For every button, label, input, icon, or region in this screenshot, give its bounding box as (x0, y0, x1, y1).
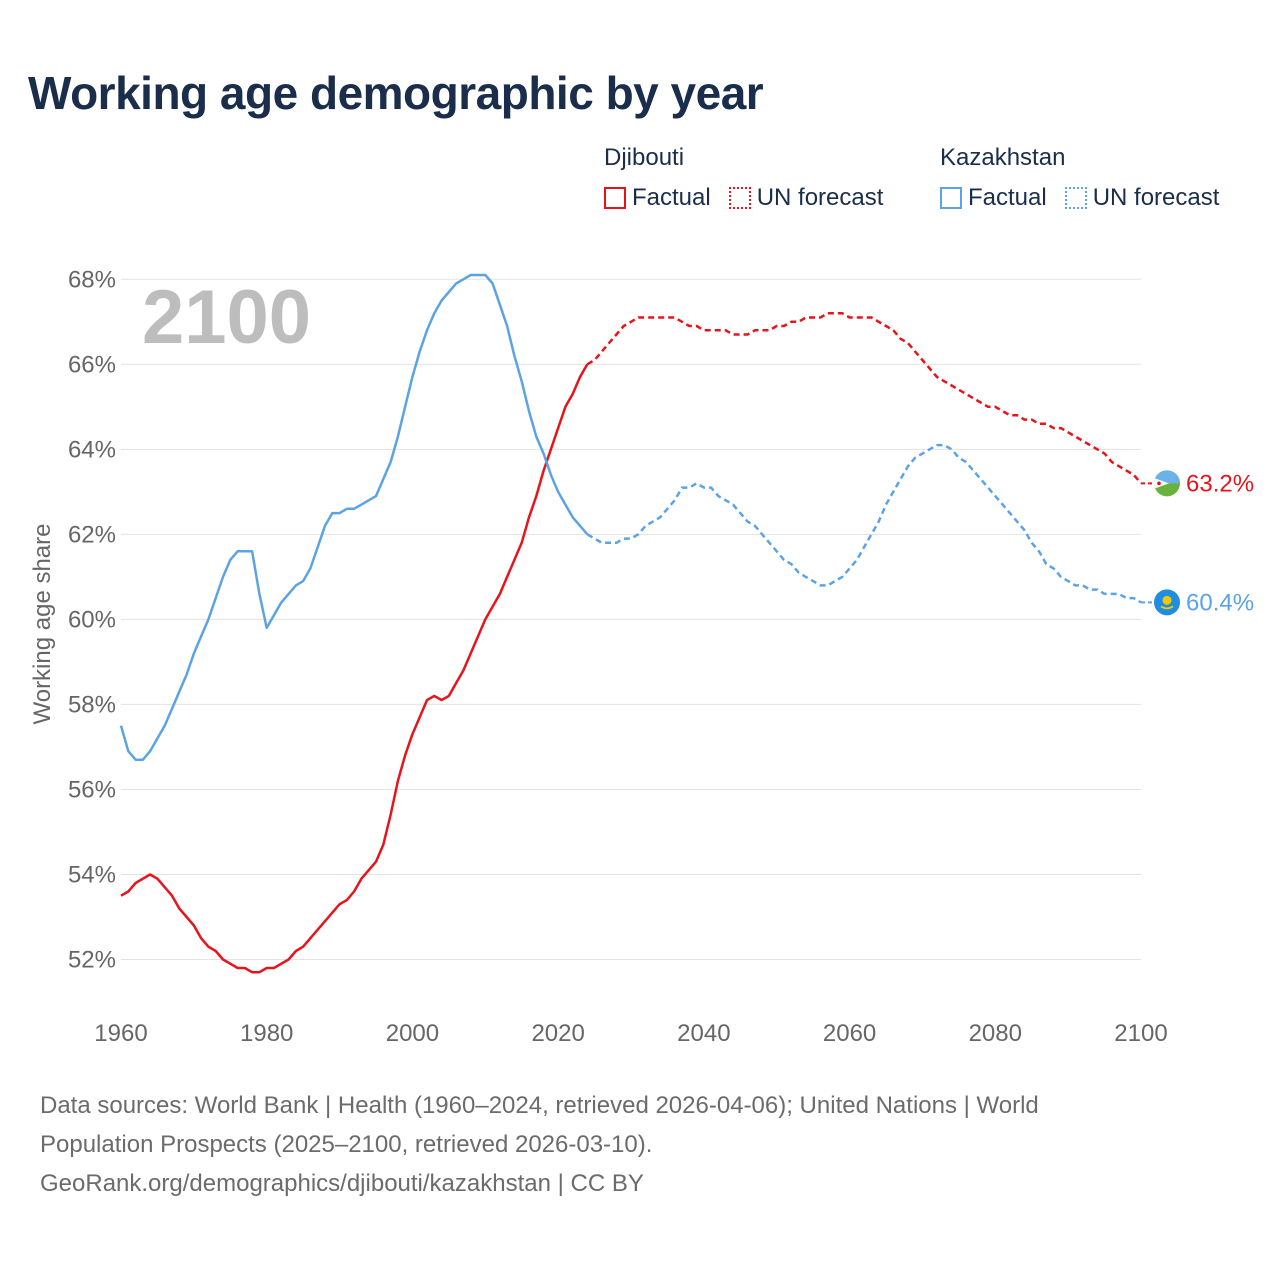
legend-label-kazakhstan-forecast: UN forecast (1092, 184, 1220, 211)
footer-source-line-2: Population Prospects (2025–2100, retriev… (40, 1131, 653, 1158)
legend-swatch-kazakhstan-factual (940, 187, 962, 209)
legend-swatch-kazakhstan-forecast (1064, 187, 1087, 209)
legend-item-kazakhstan-forecast[interactable]: UN forecast (1064, 184, 1220, 212)
y-tick-label-52: 52% (68, 946, 116, 973)
legend-item-kazakhstan-factual[interactable]: Factual (940, 184, 1047, 212)
legend-country-djibouti: Djibouti (604, 144, 685, 171)
end-value-label-kazakhstan: 60.4% (1186, 589, 1254, 616)
y-tick-label-54: 54% (68, 861, 116, 888)
legend-item-djibouti-factual[interactable]: Factual (604, 184, 711, 212)
x-tick-label-2100: 2100 (1114, 1020, 1167, 1047)
series-line-djibouti-factual (120, 363, 589, 974)
y-tick-label-64: 64% (68, 436, 116, 463)
chart-title: Working age demographic by year (28, 67, 764, 119)
y-tick-label-68: 68% (68, 266, 116, 293)
djibouti-flag-star (1157, 481, 1161, 486)
x-tick-label-1960: 1960 (94, 1020, 147, 1047)
y-axis-title: Working age share (29, 524, 56, 725)
grid-layer (121, 278, 1141, 960)
tick-layer: 52% 54% 56% 58% 60% 62% 64% 66% 68% 1960 1980 2000 2… (68, 266, 1168, 1047)
footer: Data sources: World Bank | Health (1960–… (40, 1086, 1240, 1203)
legend-swatch-djibouti-factual (604, 187, 626, 209)
legend-label-kazakhstan-factual: Factual (968, 184, 1047, 211)
series-line-kazakhstan-forecast (586, 443, 1142, 604)
series-line-kazakhstan-factual (119, 273, 589, 761)
legend-label-djibouti-forecast: UN forecast (756, 184, 884, 211)
y-tick-label-66: 66% (68, 351, 116, 378)
x-tick-label-1980: 1980 (240, 1020, 293, 1047)
x-tick-label-2040: 2040 (677, 1020, 730, 1047)
djibouti-flag-triangle (1154, 478, 1169, 489)
kazakhstan-flag-sun (1162, 595, 1172, 605)
end-value-label-djibouti: 63.2% (1186, 470, 1254, 497)
kazakhstan-flag-eagle (1160, 605, 1174, 610)
legend-swatch-djibouti-forecast (728, 187, 751, 209)
x-tick-label-2020: 2020 (531, 1020, 584, 1047)
legend-group-djibouti: Djibouti Factual UN forecast (604, 144, 883, 212)
x-tick-label-2000: 2000 (386, 1020, 439, 1047)
kazakhstan-flag-icon (1154, 589, 1180, 616)
y-tick-label-56: 56% (68, 776, 116, 803)
y-tick-label-60: 60% (68, 606, 116, 633)
footer-source-line-1: Data sources: World Bank | Health (1960–… (40, 1092, 1039, 1119)
djibouti-flag-icon (1154, 470, 1180, 497)
year-watermark: 2100 (142, 275, 311, 360)
djibouti-flag-blue (1154, 470, 1180, 484)
end-marker-layer: 63.2% 60.4% (1141, 470, 1254, 616)
legend-group-kazakhstan: Kazakhstan Factual UN forecast (940, 144, 1219, 212)
legend-item-djibouti-forecast[interactable]: UN forecast (728, 184, 884, 212)
footer-attribution: GeoRank.org/demographics/djibouti/kazakh… (40, 1170, 644, 1197)
legend-label-djibouti-factual: Factual (632, 184, 711, 211)
series-layer (119, 273, 1142, 974)
y-tick-label-58: 58% (68, 691, 116, 718)
series-line-djibouti-forecast (586, 312, 1142, 485)
x-tick-label-2080: 2080 (969, 1020, 1022, 1047)
legend-country-kazakhstan: Kazakhstan (940, 144, 1066, 171)
y-tick-label-62: 62% (68, 521, 116, 548)
x-tick-label-2060: 2060 (823, 1020, 876, 1047)
